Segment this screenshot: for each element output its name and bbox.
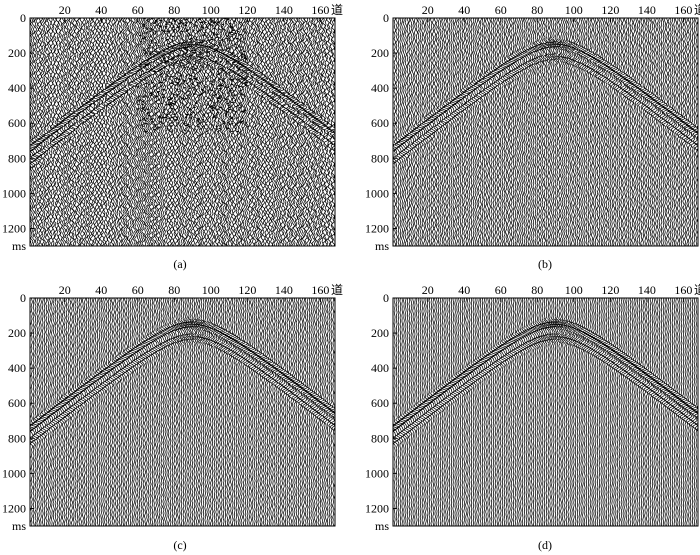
x-tick-label: 100 [202, 283, 220, 297]
y-tick-label: 1000 [2, 466, 26, 480]
wiggle-traces [391, 18, 700, 246]
x-tick-label: 40 [458, 283, 470, 297]
y-unit-label: ms [375, 239, 389, 253]
x-unit-label: 道 [331, 283, 343, 297]
y-tick-label: 200 [371, 326, 389, 340]
y-tick-label: 600 [371, 396, 389, 410]
x-tick-label: 60 [132, 3, 144, 17]
y-tick-label: 600 [8, 396, 26, 410]
y-tick-label: 400 [8, 81, 26, 95]
x-tick-label: 100 [565, 283, 583, 297]
y-tick-label: 200 [371, 46, 389, 60]
y-tick-label: 800 [8, 431, 26, 445]
y-tick-label: 1200 [365, 501, 389, 515]
x-unit-label: 道 [331, 3, 343, 17]
y-unit-label: ms [375, 519, 389, 533]
panel-label: (c) [173, 538, 186, 552]
x-tick-label: 60 [132, 283, 144, 297]
y-tick-label: 800 [371, 151, 389, 165]
y-tick-label: 1000 [365, 186, 389, 200]
x-tick-label: 140 [638, 283, 656, 297]
wiggle-traces [391, 298, 700, 526]
x-tick-label: 80 [168, 283, 180, 297]
x-tick-label: 140 [275, 3, 293, 17]
x-tick-label: 120 [238, 283, 256, 297]
x-tick-label: 80 [168, 3, 180, 17]
y-tick-label: 0 [383, 291, 389, 305]
x-tick-label: 160 [674, 3, 692, 17]
y-tick-label: 600 [8, 116, 26, 130]
x-tick-label: 120 [238, 3, 256, 17]
panel-c: 20 40 60 80 100 120 140 160 道 0 200 400 600 800 1000 12… [2, 283, 343, 552]
y-tick-label: 1200 [2, 221, 26, 235]
wiggle-traces [28, 18, 338, 246]
x-tick-label: 160 [674, 283, 692, 297]
y-tick-label: 400 [371, 361, 389, 375]
x-tick-label: 40 [95, 3, 107, 17]
x-tick-label: 20 [422, 283, 434, 297]
y-tick-label: 1200 [2, 501, 26, 515]
y-tick-label: 400 [371, 81, 389, 95]
x-tick-label: 160 [311, 283, 329, 297]
x-tick-label: 40 [95, 283, 107, 297]
y-tick-label: 1200 [365, 221, 389, 235]
y-tick-label: 0 [383, 11, 389, 25]
x-unit-label: 道 [694, 3, 700, 17]
x-tick-label: 20 [59, 3, 71, 17]
y-tick-label: 800 [8, 151, 26, 165]
panel-label: (d) [538, 538, 552, 552]
x-tick-label: 80 [531, 283, 543, 297]
x-tick-label: 120 [601, 3, 619, 17]
x-tick-label: 140 [638, 3, 656, 17]
x-tick-label: 60 [495, 3, 507, 17]
x-tick-label: 140 [275, 283, 293, 297]
x-tick-label: 100 [565, 3, 583, 17]
y-tick-label: 600 [371, 116, 389, 130]
x-tick-label: 100 [202, 3, 220, 17]
x-tick-label: 60 [495, 283, 507, 297]
y-tick-label: 0 [20, 11, 26, 25]
x-tick-label: 20 [422, 3, 434, 17]
x-tick-label: 120 [601, 283, 619, 297]
y-tick-label: 1000 [365, 466, 389, 480]
y-unit-label: ms [12, 519, 26, 533]
x-tick-label: 20 [59, 283, 71, 297]
x-tick-label: 80 [531, 3, 543, 17]
y-tick-label: 800 [371, 431, 389, 445]
x-unit-label: 道 [694, 283, 700, 297]
panel-label: (a) [173, 257, 186, 271]
panel-a: 20 40 60 80 100 120 140 160 道 0 200 400 600 800 1000 12… [2, 3, 343, 271]
trace [618, 18, 622, 246]
x-tick-label: 40 [458, 3, 470, 17]
panel-label: (b) [538, 257, 552, 271]
wiggle-traces [28, 298, 337, 526]
y-tick-label: 200 [8, 46, 26, 60]
x-tick-label: 160 [311, 3, 329, 17]
y-tick-label: 400 [8, 361, 26, 375]
y-tick-label: 1000 [2, 186, 26, 200]
y-tick-label: 200 [8, 326, 26, 340]
y-unit-label: ms [12, 239, 26, 253]
y-tick-label: 0 [20, 291, 26, 305]
